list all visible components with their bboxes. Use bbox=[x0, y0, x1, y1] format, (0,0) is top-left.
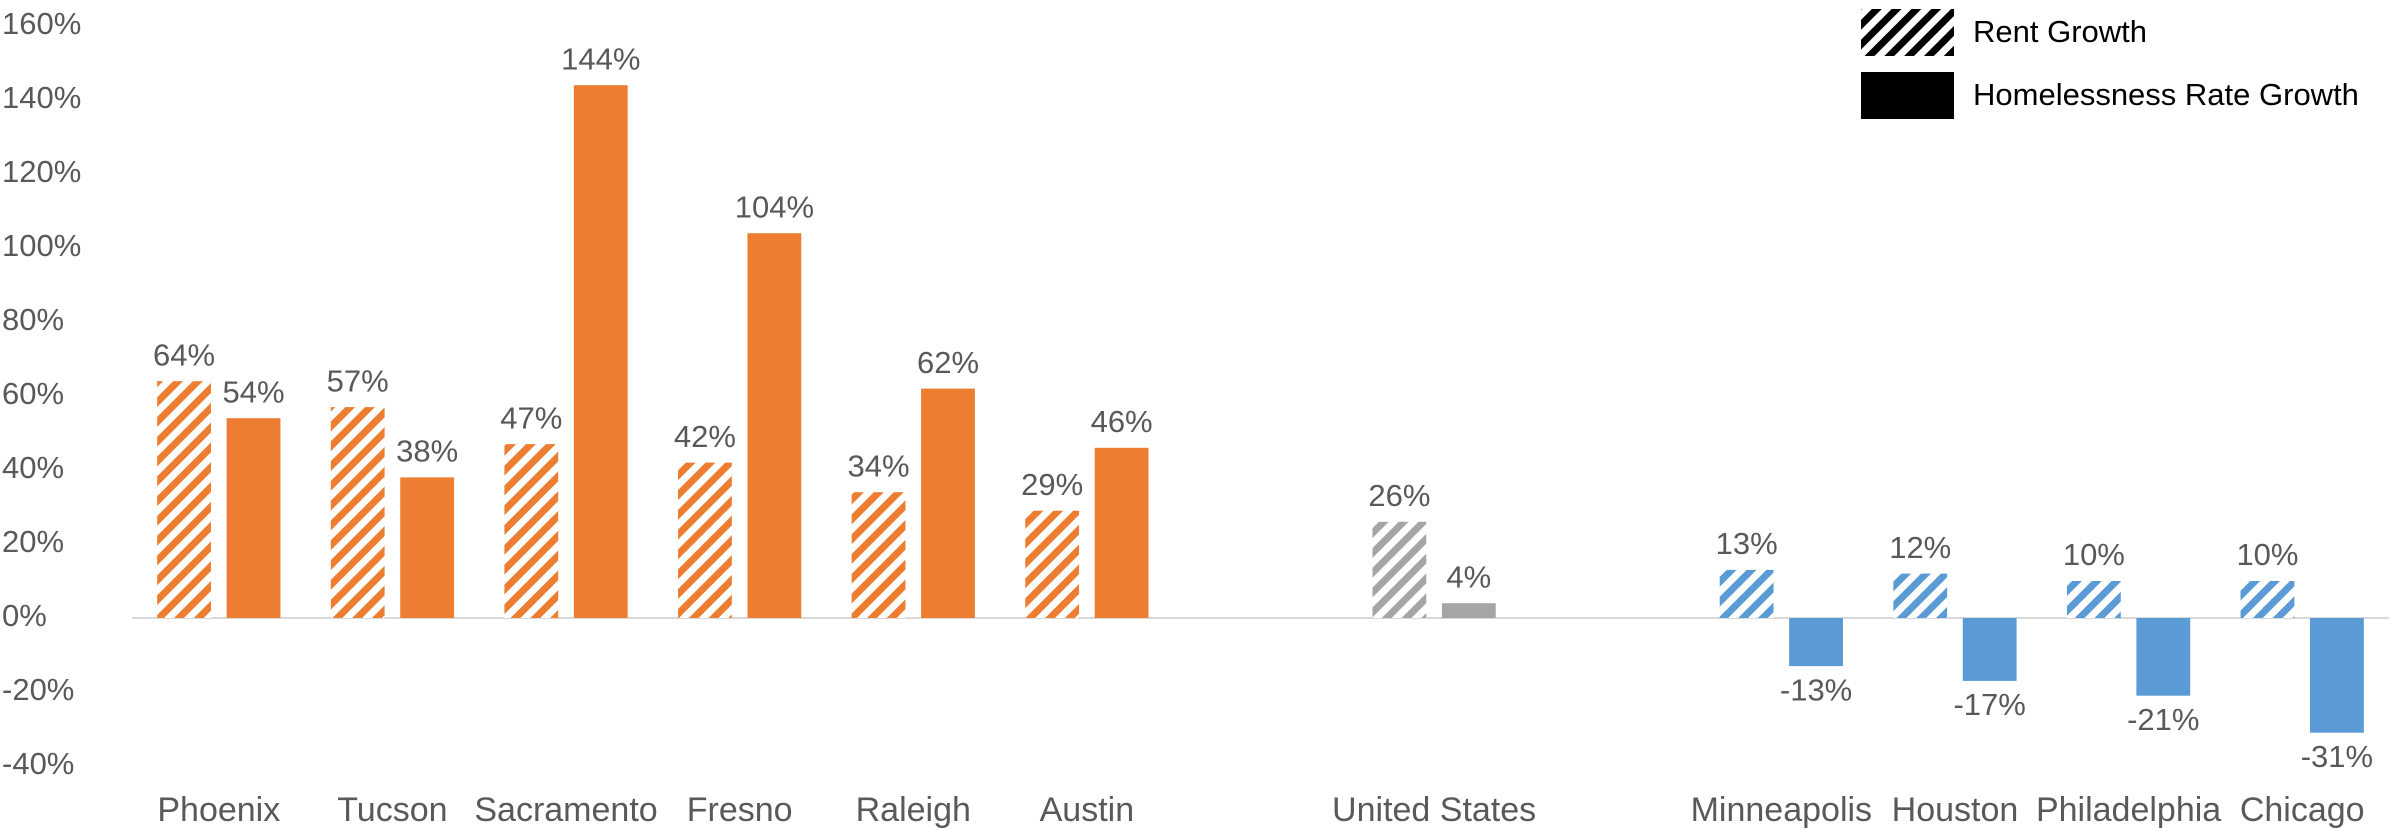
data-label: 38% bbox=[396, 434, 458, 469]
legend-swatch bbox=[1861, 9, 1954, 56]
legend-label: Rent Growth bbox=[1973, 14, 2147, 49]
bar bbox=[678, 462, 732, 618]
data-label: -17% bbox=[1953, 687, 2025, 722]
data-label: 29% bbox=[1021, 467, 1083, 502]
data-label: 26% bbox=[1368, 478, 1430, 513]
x-tick-label: Tucson bbox=[337, 791, 447, 829]
x-tick-label: Fresno bbox=[687, 791, 793, 829]
bar bbox=[2066, 581, 2121, 618]
y-tick-label: 60% bbox=[2, 376, 64, 411]
data-label: 57% bbox=[327, 363, 389, 398]
x-tick-label: Philadelphia bbox=[2036, 791, 2221, 829]
data-label: 47% bbox=[500, 400, 562, 435]
bar bbox=[2240, 581, 2295, 618]
bar bbox=[2310, 618, 2364, 733]
data-label: 64% bbox=[153, 337, 215, 372]
bar bbox=[573, 85, 628, 618]
y-tick-label: 140% bbox=[2, 80, 81, 115]
data-label: 46% bbox=[1091, 404, 1153, 439]
x-tick-label: Raleigh bbox=[856, 791, 971, 829]
bar bbox=[400, 477, 455, 618]
x-tick-label: Chicago bbox=[2240, 791, 2365, 829]
data-label: 13% bbox=[1716, 526, 1778, 561]
data-label: 10% bbox=[2063, 537, 2125, 572]
x-tick-label: Austin bbox=[1040, 791, 1135, 829]
y-tick-label: 80% bbox=[2, 302, 64, 337]
bar bbox=[1789, 618, 1843, 667]
y-tick-label: 160% bbox=[2, 6, 81, 41]
data-label: 42% bbox=[674, 419, 736, 454]
data-label: 12% bbox=[1889, 530, 1951, 565]
bar bbox=[1719, 569, 1774, 618]
data-label: 4% bbox=[1446, 559, 1491, 594]
bar bbox=[157, 381, 211, 618]
bar bbox=[747, 233, 802, 618]
y-tick-label: -20% bbox=[2, 672, 74, 707]
bar bbox=[2136, 618, 2191, 696]
bar bbox=[1962, 618, 2017, 681]
legend-swatch bbox=[1861, 72, 1954, 119]
bar bbox=[226, 418, 281, 618]
bar bbox=[851, 492, 906, 618]
y-tick-label: 120% bbox=[2, 154, 81, 189]
data-label: 144% bbox=[561, 41, 640, 76]
y-tick-label: 100% bbox=[2, 228, 81, 263]
data-label: -31% bbox=[2301, 739, 2373, 774]
data-label: -13% bbox=[1780, 672, 1852, 707]
bar bbox=[1025, 510, 1080, 618]
y-tick-label: -40% bbox=[2, 746, 74, 781]
x-tick-label: Phoenix bbox=[157, 791, 280, 829]
data-label: 104% bbox=[735, 189, 814, 224]
data-label: 34% bbox=[848, 448, 910, 483]
y-tick-label: 20% bbox=[2, 524, 64, 559]
y-tick-label: 40% bbox=[2, 450, 64, 485]
data-label: -21% bbox=[2127, 702, 2199, 737]
bar bbox=[1441, 603, 1496, 618]
x-tick-label: Sacramento bbox=[474, 791, 657, 829]
y-tick-label: 0% bbox=[2, 598, 47, 633]
bar bbox=[921, 388, 975, 618]
bar bbox=[1893, 573, 1948, 618]
bar bbox=[504, 444, 559, 618]
legend-label: Homelessness Rate Growth bbox=[1973, 77, 2359, 112]
bar bbox=[1372, 521, 1427, 618]
x-tick-label: Minneapolis bbox=[1691, 791, 1872, 829]
x-tick-label: United States bbox=[1332, 791, 1536, 829]
bar bbox=[1094, 447, 1149, 618]
data-label: 54% bbox=[223, 374, 285, 409]
data-label: 62% bbox=[917, 345, 979, 380]
data-label: 10% bbox=[2236, 537, 2298, 572]
x-tick-label: Houston bbox=[1892, 791, 2019, 829]
bar bbox=[330, 407, 385, 618]
